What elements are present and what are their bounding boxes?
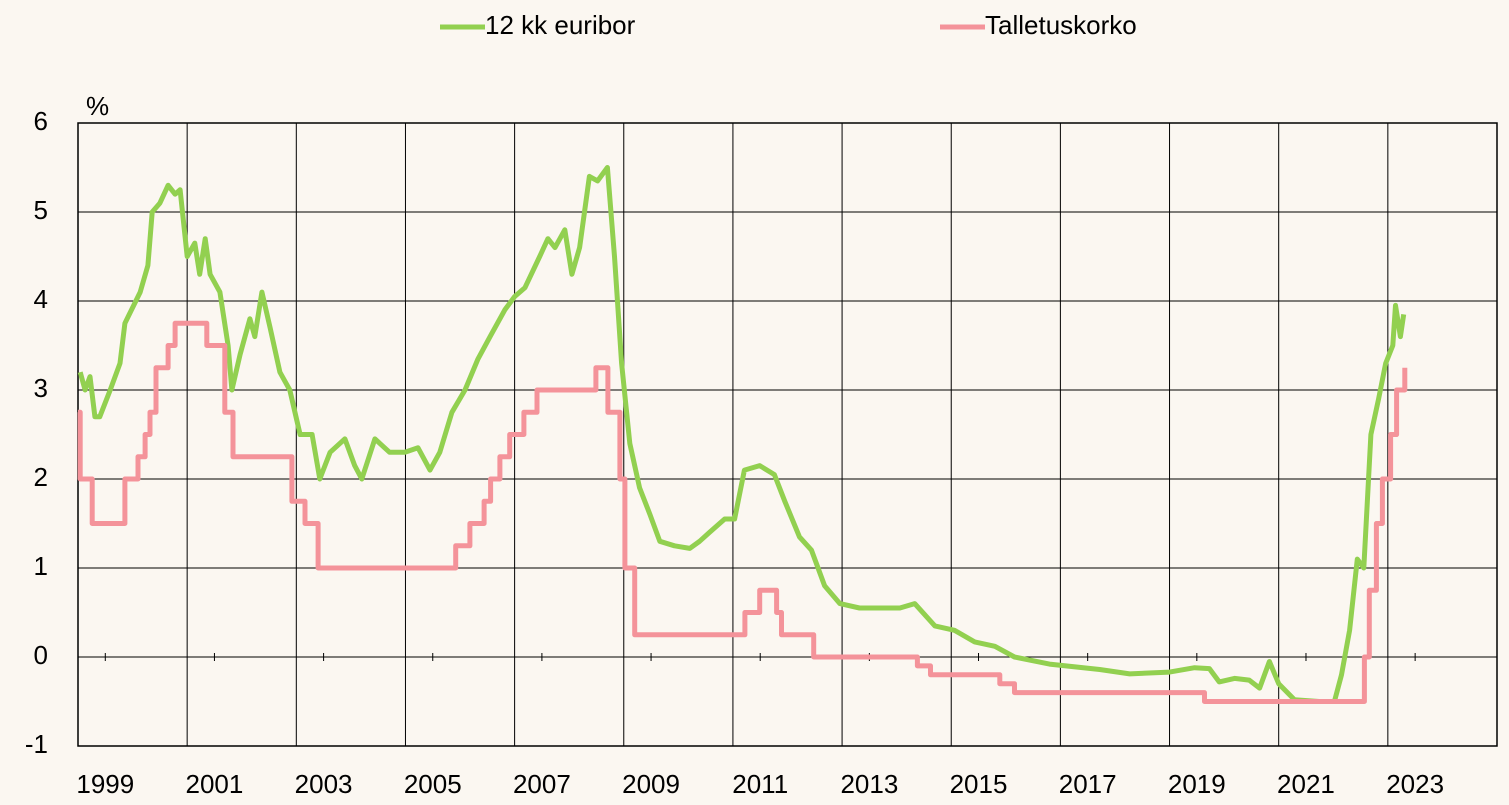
- data-line: [77, 320, 1408, 704]
- y-tick-label: -1: [25, 729, 48, 759]
- x-tick-label: 2013: [840, 769, 898, 799]
- y-tick-label: 2: [34, 462, 48, 492]
- x-tick-label: 2015: [950, 769, 1008, 799]
- x-tick-label: 2011: [732, 769, 788, 799]
- legend-label: 12 kk euribor: [485, 10, 636, 40]
- x-tick-label: 2021: [1277, 769, 1335, 799]
- y-axis-label: %: [86, 91, 109, 121]
- y-tick-label: 6: [34, 106, 48, 136]
- data-line: [77, 165, 1407, 704]
- y-tick-label: 0: [34, 640, 48, 670]
- x-tick-label: 1999: [76, 769, 134, 799]
- y-tick-label: 5: [34, 195, 48, 225]
- x-tick-label: 2009: [622, 769, 680, 799]
- x-tick-label: 2019: [1168, 769, 1226, 799]
- x-tick-label: 2017: [1059, 769, 1117, 799]
- x-tick-label: 2007: [513, 769, 571, 799]
- y-tick-label: 1: [34, 551, 48, 581]
- x-tick-label: 2005: [404, 769, 462, 799]
- legend-label: Talletuskorko: [985, 10, 1137, 40]
- y-tick-label: 3: [34, 373, 48, 403]
- x-tick-label: 2001: [186, 769, 244, 799]
- x-tick-label: 2023: [1386, 769, 1444, 799]
- x-tick-label: 2003: [295, 769, 353, 799]
- y-tick-label: 4: [34, 284, 48, 314]
